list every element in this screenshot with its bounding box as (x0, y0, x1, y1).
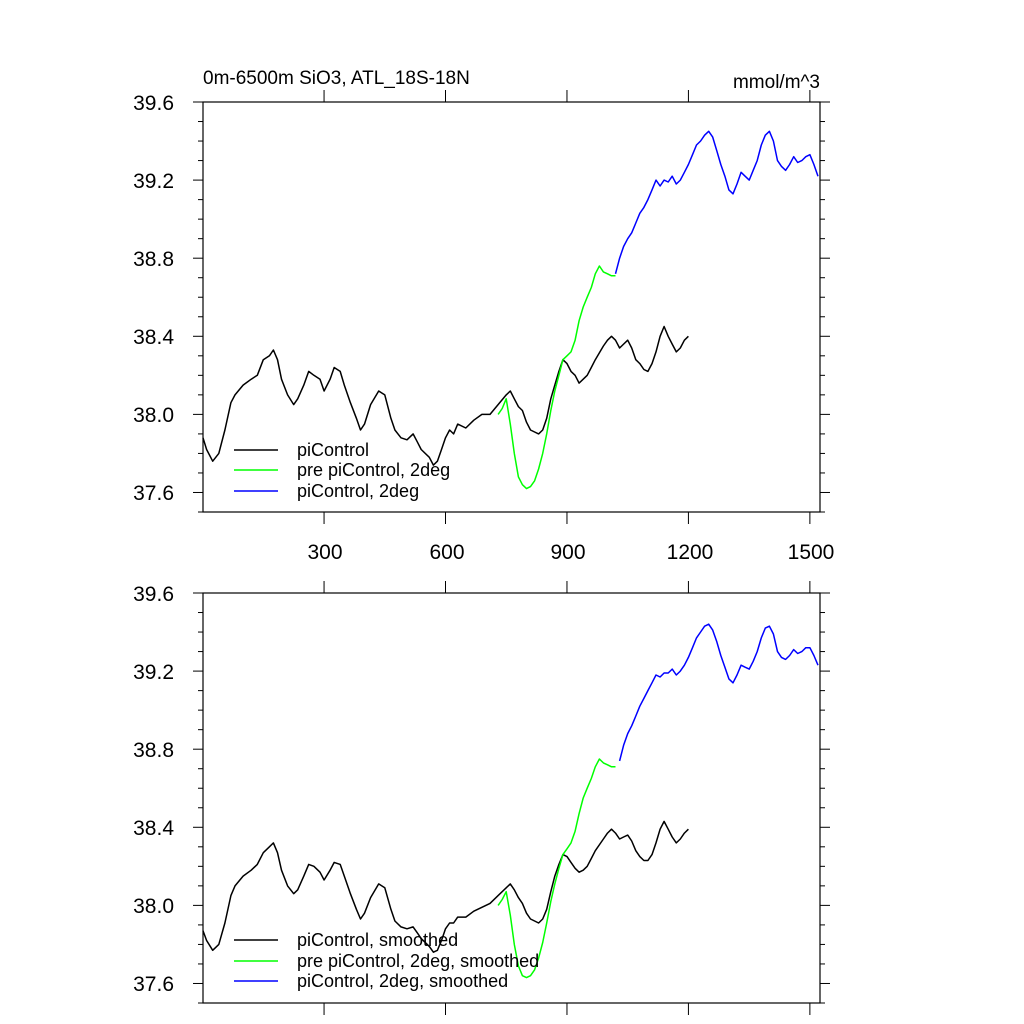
bottom-legend: piControl, smoothed pre piControl, 2deg,… (234, 930, 539, 991)
top-x-tick-label: 1200 (667, 541, 714, 564)
bottom-series-line-3 (618, 623, 819, 762)
top-y-tick-label: 39.2 (133, 170, 174, 193)
legend-label: piControl, 2deg (297, 481, 419, 501)
bottom-chart: 39.6 39.2 38.8 38.4 38.0 37.6 piControl,… (133, 581, 830, 1015)
top-x-tick-label: 600 (429, 541, 464, 564)
top-x-tick-label: 300 (307, 541, 342, 564)
top-series-line-2 (497, 265, 616, 490)
top-series-line-3 (614, 130, 819, 274)
legend-label: pre piControl, 2deg, smoothed (297, 951, 539, 971)
bottom-series-line-1 (202, 820, 689, 953)
top-x-tick-label: 1500 (788, 541, 835, 564)
bottom-axis-ticks (193, 581, 830, 1015)
top-y-tick-label: 39.6 (133, 92, 174, 115)
top-series-line-1 (202, 325, 689, 466)
bottom-y-tick-label: 39.6 (133, 583, 174, 606)
top-legend: piControl pre piControl, 2deg piControl,… (234, 440, 450, 501)
bottom-y-tick-label: 38.0 (133, 895, 174, 918)
legend-label: piControl, 2deg, smoothed (297, 971, 508, 991)
legend-label: piControl, smoothed (297, 930, 458, 950)
bottom-y-tick-label: 38.4 (133, 817, 174, 840)
top-plot-frame (202, 101, 821, 513)
top-y-tick-label: 37.6 (133, 482, 174, 505)
top-chart-title: 0m-6500m SiO3, ATL_18S-18N (203, 68, 470, 89)
legend-label: piControl (297, 440, 369, 460)
top-y-tick-label: 38.8 (133, 248, 174, 271)
bottom-series-lines (202, 623, 819, 979)
top-chart-units: mmol/m^3 (733, 72, 820, 93)
legend-label: pre piControl, 2deg (297, 460, 450, 480)
bottom-series-line-2 (497, 758, 616, 979)
bottom-plot-frame (202, 592, 821, 1004)
top-y-tick-label: 38.4 (133, 326, 174, 349)
bottom-y-tick-label: 37.6 (133, 973, 174, 996)
top-series-lines (202, 130, 819, 490)
top-y-tick-label: 38.0 (133, 404, 174, 427)
top-chart: 0m-6500m SiO3, ATL_18S-18N mmol/m^3 39.6… (133, 68, 834, 564)
bottom-y-tick-label: 39.2 (133, 661, 174, 684)
top-x-tick-label: 900 (550, 541, 585, 564)
top-axis-ticks (193, 90, 830, 524)
bottom-y-tick-label: 38.8 (133, 739, 174, 762)
